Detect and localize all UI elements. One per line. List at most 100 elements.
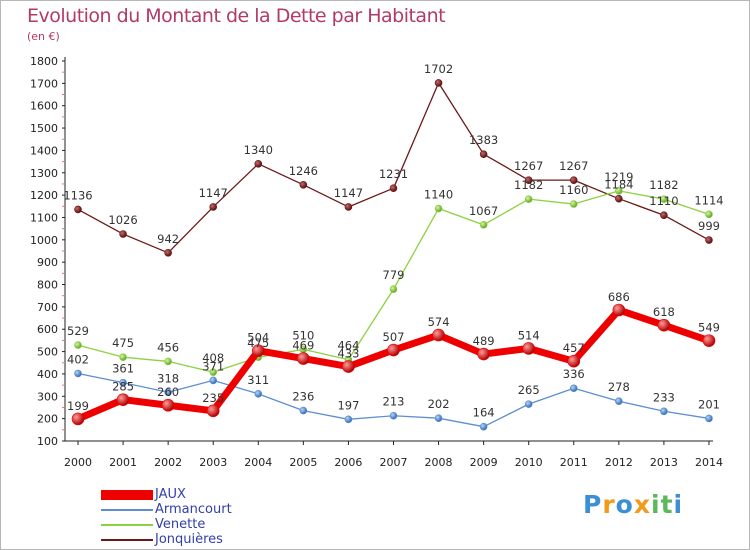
data-point-jaux	[161, 398, 175, 412]
logo-letter: t	[660, 490, 674, 519]
data-point-jonquieres	[660, 211, 668, 220]
data-point-jaux	[342, 360, 355, 373]
data-point-venette	[119, 353, 127, 361]
data-label-venette: 1182	[514, 178, 543, 192]
legend-item-armancourt: Armancourt	[101, 502, 232, 517]
data-point-venette	[74, 341, 82, 349]
data-point-jaux	[297, 352, 310, 365]
data-label-venette: 1067	[469, 204, 498, 218]
data-label-jaux: 489	[473, 334, 495, 348]
data-label-venette: 475	[247, 336, 269, 350]
legend-item-venette: Venette	[101, 517, 232, 532]
data-point-armancourt	[344, 415, 353, 424]
data-label-armancourt: 236	[292, 390, 314, 404]
y-tick-label: 200	[37, 413, 58, 426]
data-label-jaux: 574	[428, 315, 450, 329]
data-label-armancourt: 233	[653, 390, 675, 404]
data-point-armancourt	[434, 414, 443, 423]
data-point-jonquieres	[254, 160, 263, 168]
y-tick-label: 1700	[30, 77, 58, 90]
data-label-armancourt: 201	[698, 397, 720, 411]
data-label-armancourt: 213	[383, 395, 405, 409]
labels-layer: 1136 1026 942 1147 1340 1246 1147 1231 1702 1383 1…	[63, 62, 723, 420]
data-label-armancourt: 371	[202, 359, 224, 373]
data-label-armancourt: 402	[67, 352, 89, 366]
data-point-jaux	[206, 404, 220, 418]
data-label-venette: 510	[292, 328, 314, 342]
data-label-venette: 779	[383, 268, 405, 282]
data-point-armancourt	[524, 400, 533, 408]
legend-label-jaux: JAUX	[155, 487, 186, 502]
legend-swatch-venette	[101, 523, 153, 526]
y-tick-label: 600	[37, 323, 58, 336]
logo-letter: P	[583, 490, 603, 519]
data-point-venette	[524, 195, 533, 203]
legend-swatch-armancourt	[101, 508, 153, 511]
y-tick-label: 1400	[30, 144, 58, 157]
data-point-venette	[569, 200, 578, 208]
legend-item-jaux: JAUX	[101, 487, 232, 502]
data-point-jaux	[657, 318, 671, 332]
data-label-jonquieres: 942	[157, 232, 179, 246]
data-point-jonquieres	[119, 230, 127, 238]
data-point-venette	[660, 195, 668, 203]
data-point-jaux	[522, 342, 536, 355]
data-label-jaux: 469	[292, 339, 314, 353]
data-label-armancourt: 197	[337, 398, 359, 412]
legend-label-jonquieres: Jonquières	[155, 532, 223, 547]
data-point-jaux	[116, 393, 130, 406]
x-tick-label: 2012	[605, 456, 633, 469]
data-point-jonquieres	[524, 176, 533, 184]
data-point-jonquieres	[164, 248, 172, 257]
data-point-armancourt	[660, 407, 668, 416]
y-tick-label: 1100	[30, 211, 58, 224]
x-tick-label: 2014	[695, 456, 723, 469]
data-label-armancourt: 164	[473, 406, 495, 420]
x-tick-label: 2000	[64, 456, 92, 469]
data-label-jonquieres: 1147	[199, 186, 228, 200]
data-point-venette	[615, 187, 623, 195]
data-point-armancourt	[74, 369, 82, 378]
y-tick-label: 500	[37, 346, 58, 359]
x-tick-label: 2013	[650, 456, 678, 469]
data-label-jonquieres: 1147	[334, 186, 363, 200]
data-point-venette	[389, 285, 398, 294]
data-point-jaux	[432, 328, 445, 342]
data-label-armancourt: 318	[157, 371, 179, 385]
data-label-venette: 1114	[694, 193, 723, 207]
data-point-jonquieres	[299, 181, 308, 189]
data-point-jonquieres	[389, 184, 398, 192]
data-label-jonquieres: 1702	[424, 62, 453, 76]
x-tick-label: 2002	[154, 456, 182, 469]
data-point-venette	[434, 204, 443, 213]
data-point-armancourt	[299, 406, 308, 415]
x-tick-label: 2001	[109, 456, 137, 469]
data-point-jaux	[477, 347, 490, 361]
chart-title: Evolution du Montant de la Dette par Hab…	[27, 5, 446, 27]
data-point-armancourt	[569, 384, 578, 393]
x-tick-label: 2005	[289, 456, 317, 469]
data-label-jonquieres: 1184	[604, 178, 633, 192]
x-tick-label: 2010	[515, 456, 543, 469]
y-tick-label: 400	[37, 368, 58, 381]
data-point-venette	[705, 210, 713, 219]
data-label-jonquieres: 1267	[559, 159, 588, 173]
legend-label-venette: Venette	[155, 517, 206, 532]
logo-letter: x	[633, 490, 651, 519]
y-tick-label: 100	[37, 435, 58, 448]
y-tick-label: 1300	[30, 167, 58, 180]
y-tick-label: 300	[37, 390, 58, 403]
x-tick-label: 2003	[199, 456, 227, 469]
data-point-jonquieres	[209, 203, 218, 211]
logo-letter: r	[602, 490, 616, 519]
chart-subtitle: (en €)	[27, 30, 60, 43]
data-point-jaux	[71, 412, 85, 426]
y-tick-label: 1800	[30, 55, 58, 68]
data-label-jonquieres: 1231	[379, 167, 408, 181]
data-point-jonquieres	[705, 236, 713, 244]
data-label-jaux: 235	[202, 391, 224, 405]
data-label-jonquieres: 1110	[649, 194, 678, 208]
data-point-jonquieres	[569, 176, 578, 184]
x-tick-label: 2011	[560, 456, 588, 469]
